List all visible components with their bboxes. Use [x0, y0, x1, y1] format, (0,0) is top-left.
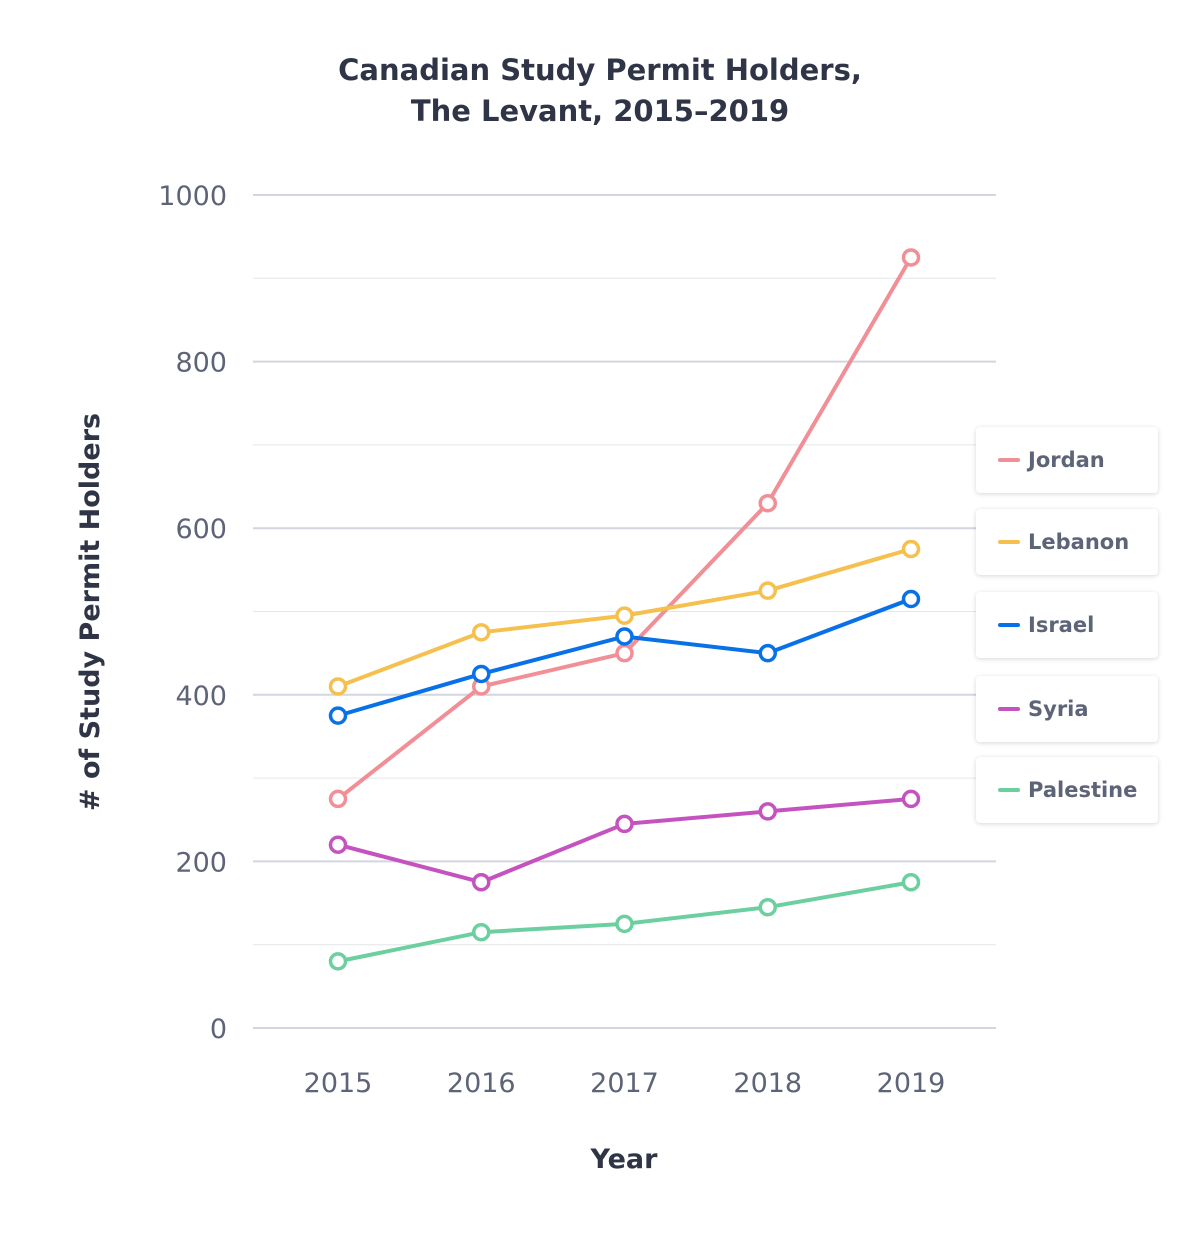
x-tick-label: 2016: [447, 1068, 516, 1099]
series-line-syria: [336, 796, 913, 885]
legend-swatch: [998, 458, 1020, 462]
legend-swatch: [998, 707, 1020, 711]
legend-item-lebanon: Lebanon: [976, 509, 1158, 575]
legend-label: Israel: [1028, 613, 1095, 637]
data-point-lebanon: [328, 677, 348, 696]
legend-swatch: [998, 623, 1020, 627]
data-point-syria: [472, 872, 491, 892]
data-point-syria: [901, 789, 921, 809]
legend-label: Palestine: [1028, 778, 1138, 802]
data-point-lebanon: [615, 606, 634, 625]
data-point-lebanon: [472, 623, 491, 642]
legend-label: Syria: [1028, 697, 1089, 721]
x-tick-label: 2018: [733, 1068, 802, 1099]
x-tick-label: 2019: [877, 1068, 946, 1099]
x-tick-label: 2015: [304, 1068, 373, 1099]
data-point-syria: [328, 835, 348, 854]
data-point-palestine: [472, 922, 491, 942]
data-point-israel: [328, 706, 348, 725]
data-point-palestine: [328, 952, 348, 971]
data-point-israel: [615, 627, 634, 646]
data-point-israel: [472, 664, 491, 684]
legend-item-palestine: Palestine: [976, 757, 1158, 823]
data-point-jordan: [901, 248, 921, 267]
series-layer: [328, 248, 921, 971]
data-point-jordan: [328, 789, 348, 809]
y-axis-label: # of Study Permit Holders: [75, 413, 106, 811]
data-point-palestine: [758, 897, 777, 917]
legend-item-jordan: Jordan: [976, 427, 1158, 493]
y-tick-label: 1000: [158, 181, 227, 212]
data-point-palestine: [615, 914, 634, 934]
y-axis-ticks: 0 200 400 600 800 1000: [158, 181, 227, 1045]
data-point-jordan: [758, 493, 777, 513]
chart-title-line-2: The Levant, 2015–2019: [411, 94, 789, 128]
x-axis-label: Year: [590, 1144, 659, 1175]
legend-swatch: [998, 788, 1020, 792]
chart-title-line-1: Canadian Study Permit Holders,: [338, 53, 862, 87]
data-point-israel: [758, 643, 777, 663]
data-point-lebanon: [901, 539, 921, 559]
legend-item-syria: Syria: [976, 676, 1158, 742]
x-tick-label: 2017: [590, 1068, 659, 1099]
legend-item-israel: Israel: [976, 592, 1158, 658]
data-point-israel: [901, 589, 921, 609]
legend-swatch: [998, 540, 1020, 544]
data-point-palestine: [901, 872, 921, 892]
y-tick-label: 800: [175, 348, 227, 379]
data-point-syria: [758, 802, 777, 821]
data-point-syria: [615, 814, 634, 834]
y-tick-label: 200: [175, 847, 227, 878]
y-tick-label: 600: [175, 514, 227, 545]
grid-lines: [253, 194, 996, 1029]
data-point-jordan: [615, 643, 634, 663]
y-tick-label: 0: [210, 1014, 227, 1045]
legend-label: Jordan: [1028, 448, 1105, 472]
legend-label: Lebanon: [1028, 530, 1130, 554]
x-axis-ticks: 2015 2016 2017 2018 2019: [304, 1068, 946, 1099]
y-tick-label: 400: [175, 681, 227, 712]
data-point-lebanon: [758, 581, 777, 600]
